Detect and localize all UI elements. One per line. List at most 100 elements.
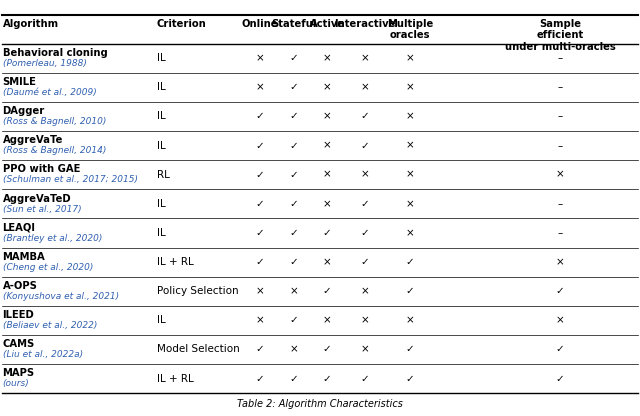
Text: LEAQI: LEAQI — [3, 223, 36, 233]
Text: ×: × — [360, 53, 369, 63]
Text: Table 2: Algorithm Characteristics: Table 2: Algorithm Characteristics — [237, 399, 403, 409]
Text: ✓: ✓ — [289, 170, 298, 180]
Text: (Schulman et al., 2017; 2015): (Schulman et al., 2017; 2015) — [3, 176, 138, 184]
Text: ×: × — [323, 315, 332, 325]
Text: PPO with GAE: PPO with GAE — [3, 164, 80, 174]
Text: ✓: ✓ — [255, 374, 264, 384]
Text: (Pomerleau, 1988): (Pomerleau, 1988) — [3, 59, 86, 68]
Text: IL: IL — [157, 228, 166, 238]
Text: ✓: ✓ — [406, 344, 415, 354]
Text: (Sun et al., 2017): (Sun et al., 2017) — [3, 205, 81, 213]
Text: MAPS: MAPS — [3, 368, 35, 378]
Text: ✓: ✓ — [406, 257, 415, 267]
Text: –: – — [557, 82, 563, 92]
Text: (Ross & Bagnell, 2014): (Ross & Bagnell, 2014) — [3, 146, 106, 155]
Text: (Brantley et al., 2020): (Brantley et al., 2020) — [3, 234, 102, 243]
Text: ×: × — [289, 286, 298, 296]
Text: ×: × — [556, 315, 564, 325]
Text: ✓: ✓ — [289, 257, 298, 267]
Text: ✓: ✓ — [289, 315, 298, 325]
Text: Online: Online — [241, 19, 278, 29]
Text: ×: × — [323, 141, 332, 151]
Text: AggreVaTeD: AggreVaTeD — [3, 193, 71, 203]
Text: –: – — [557, 53, 563, 63]
Text: ✓: ✓ — [255, 257, 264, 267]
Text: ×: × — [323, 82, 332, 92]
Text: ×: × — [323, 257, 332, 267]
Text: IL + RL: IL + RL — [157, 257, 193, 267]
Text: Interactive: Interactive — [334, 19, 396, 29]
Text: Active: Active — [310, 19, 344, 29]
Text: ✓: ✓ — [289, 111, 298, 121]
Text: ✓: ✓ — [323, 374, 332, 384]
Text: ✓: ✓ — [289, 228, 298, 238]
Text: Algorithm: Algorithm — [3, 19, 59, 29]
Text: ✓: ✓ — [406, 286, 415, 296]
Text: ×: × — [255, 286, 264, 296]
Text: ✓: ✓ — [289, 374, 298, 384]
Text: ×: × — [255, 53, 264, 63]
Text: MAMBA: MAMBA — [3, 252, 45, 262]
Text: ✓: ✓ — [255, 228, 264, 238]
Text: (Daumé et al., 2009): (Daumé et al., 2009) — [3, 88, 96, 97]
Text: ✓: ✓ — [323, 228, 332, 238]
Text: ✓: ✓ — [406, 374, 415, 384]
Text: IL: IL — [157, 141, 166, 151]
Text: ✓: ✓ — [360, 199, 369, 209]
Text: ×: × — [406, 53, 415, 63]
Text: SMILE: SMILE — [3, 77, 36, 87]
Text: IL: IL — [157, 111, 166, 121]
Text: –: – — [557, 228, 563, 238]
Text: ✓: ✓ — [323, 286, 332, 296]
Text: IL: IL — [157, 53, 166, 63]
Text: (Liu et al., 2022a): (Liu et al., 2022a) — [3, 350, 83, 359]
Text: ×: × — [323, 53, 332, 63]
Text: ✓: ✓ — [556, 374, 564, 384]
Text: (Konyushova et al., 2021): (Konyushova et al., 2021) — [3, 292, 118, 301]
Text: ✓: ✓ — [289, 141, 298, 151]
Text: RL: RL — [157, 170, 170, 180]
Text: ✓: ✓ — [360, 111, 369, 121]
Text: CAMS: CAMS — [3, 339, 35, 349]
Text: ✓: ✓ — [255, 344, 264, 354]
Text: ILEED: ILEED — [3, 310, 35, 320]
Text: –: – — [557, 199, 563, 209]
Text: ✓: ✓ — [289, 82, 298, 92]
Text: ×: × — [406, 111, 415, 121]
Text: ×: × — [360, 82, 369, 92]
Text: ×: × — [255, 82, 264, 92]
Text: ×: × — [406, 82, 415, 92]
Text: ✓: ✓ — [360, 257, 369, 267]
Text: Multiple
oracles: Multiple oracles — [387, 19, 433, 40]
Text: ×: × — [406, 170, 415, 180]
Text: ×: × — [289, 344, 298, 354]
Text: Model Selection: Model Selection — [157, 344, 239, 354]
Text: DAgger: DAgger — [3, 106, 45, 116]
Text: ✓: ✓ — [255, 170, 264, 180]
Text: –: – — [557, 111, 563, 121]
Text: ×: × — [406, 315, 415, 325]
Text: Stateful: Stateful — [271, 19, 316, 29]
Text: ✓: ✓ — [255, 141, 264, 151]
Text: ✓: ✓ — [289, 53, 298, 63]
Text: (Beliaev et al., 2022): (Beliaev et al., 2022) — [3, 321, 97, 330]
Text: A-OPS: A-OPS — [3, 281, 37, 291]
Text: ✓: ✓ — [360, 141, 369, 151]
Text: Policy Selection: Policy Selection — [157, 286, 239, 296]
Text: ✓: ✓ — [255, 199, 264, 209]
Text: IL: IL — [157, 82, 166, 92]
Text: ✓: ✓ — [360, 228, 369, 238]
Text: ×: × — [360, 315, 369, 325]
Text: Behavioral cloning: Behavioral cloning — [3, 48, 108, 58]
Text: ✓: ✓ — [360, 374, 369, 384]
Text: (ours): (ours) — [3, 379, 29, 388]
Text: IL + RL: IL + RL — [157, 374, 193, 384]
Text: Criterion: Criterion — [157, 19, 207, 29]
Text: ×: × — [406, 228, 415, 238]
Text: ×: × — [323, 199, 332, 209]
Text: ×: × — [323, 170, 332, 180]
Text: ×: × — [406, 141, 415, 151]
Text: IL: IL — [157, 315, 166, 325]
Text: ×: × — [360, 344, 369, 354]
Text: ✓: ✓ — [556, 344, 564, 354]
